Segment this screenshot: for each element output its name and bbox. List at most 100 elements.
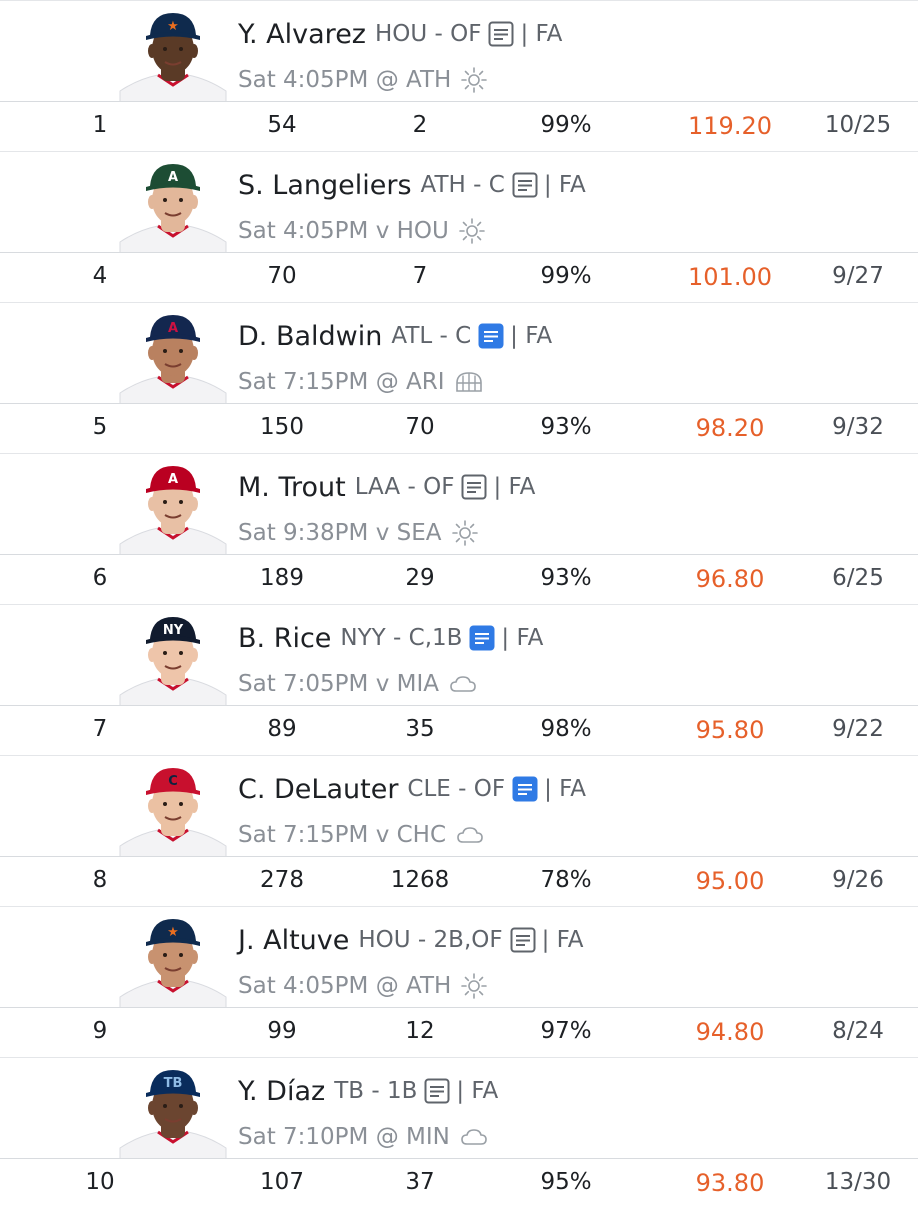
svg-text:A: A xyxy=(168,321,178,336)
team-position: TB - 1B xyxy=(334,1078,418,1104)
game-info: Sat 7:15PM @ ARI xyxy=(238,365,484,399)
player-name[interactable]: M. Trout xyxy=(238,471,346,503)
stat-row: 6 189 29 93% 96.80 6/25 xyxy=(0,554,918,605)
team-position: ATL - C xyxy=(391,323,472,349)
sun-icon xyxy=(451,519,479,547)
game-info: Sat 7:15PM v CHC xyxy=(238,818,485,852)
player-name[interactable]: Y. Alvarez xyxy=(238,18,366,50)
dome-icon xyxy=(454,369,484,395)
stat-value-1: 107 xyxy=(260,1169,304,1195)
player-headshot[interactable]: C xyxy=(118,764,228,857)
fantasy-points: 93.80 xyxy=(695,1169,765,1197)
stat-value-2: 37 xyxy=(405,1169,435,1195)
player-name-line: C. DeLauter CLE - OF | FA xyxy=(238,771,586,807)
player-headshot[interactable]: TB xyxy=(118,1066,228,1159)
game-info: Sat 7:10PM @ MIN xyxy=(238,1120,489,1154)
availability-status: | FA xyxy=(501,625,544,651)
note-icon[interactable] xyxy=(478,323,504,349)
fantasy-points: 95.00 xyxy=(695,867,765,895)
player-name[interactable]: B. Rice xyxy=(238,622,332,654)
stat-row: 5 150 70 93% 98.20 9/32 xyxy=(0,403,918,454)
player-card[interactable]: ★ Y. Alvarez HOU - OF | FA xyxy=(0,0,918,151)
player-name[interactable]: J. Altuve xyxy=(238,924,350,956)
cloud-icon xyxy=(459,1125,489,1149)
svg-text:TB: TB xyxy=(164,1076,183,1091)
game-info: Sat 7:05PM v MIA xyxy=(238,667,478,701)
player-card[interactable]: A M. Trout LAA - OF | FA xyxy=(0,453,918,604)
note-icon[interactable] xyxy=(512,776,538,802)
game-info: Sat 4:05PM @ ATH xyxy=(238,63,488,97)
player-name-line: M. Trout LAA - OF | FA xyxy=(238,469,535,505)
stat-row: 7 89 35 98% 95.80 9/22 xyxy=(0,705,918,756)
stat-value-1: 150 xyxy=(260,414,304,440)
rostered-percent: 97% xyxy=(540,1018,592,1044)
availability-status: | FA xyxy=(456,1078,499,1104)
team-position: ATH - C xyxy=(420,172,505,198)
stat-value-1: 89 xyxy=(267,716,297,742)
sun-icon xyxy=(460,66,488,94)
player-info-row: TB Y. Díaz TB - 1B | FA xyxy=(0,1057,918,1159)
team-position: NYY - C,1B xyxy=(340,625,463,651)
player-name-line: S. Langeliers ATH - C | FA xyxy=(238,167,586,203)
rank-value: 10 xyxy=(85,1169,115,1195)
svg-text:★: ★ xyxy=(167,19,179,34)
svg-text:NY: NY xyxy=(163,623,184,638)
rank-value: 6 xyxy=(92,565,108,591)
availability-status: | FA xyxy=(493,474,536,500)
availability-status: | FA xyxy=(543,172,586,198)
availability-status: | FA xyxy=(520,21,563,47)
cloud-icon xyxy=(448,672,478,696)
rank-value: 4 xyxy=(92,263,108,289)
stat-value-1: 189 xyxy=(260,565,304,591)
ratio-value: 9/27 xyxy=(832,263,884,289)
ratio-value: 6/25 xyxy=(832,565,884,591)
team-position: LAA - OF xyxy=(354,474,455,500)
note-icon[interactable] xyxy=(461,474,487,500)
cloud-icon xyxy=(455,823,485,847)
fantasy-points: 94.80 xyxy=(695,1018,765,1046)
note-icon[interactable] xyxy=(469,625,495,651)
team-position: HOU - OF xyxy=(374,21,482,47)
rank-value: 5 xyxy=(92,414,108,440)
player-headshot[interactable]: ★ xyxy=(118,9,228,102)
player-card[interactable]: A D. Baldwin ATL - C | FA xyxy=(0,302,918,453)
stat-row: 10 107 37 95% 93.80 13/30 xyxy=(0,1158,918,1209)
player-headshot[interactable]: A xyxy=(118,462,228,555)
player-name[interactable]: D. Baldwin xyxy=(238,320,383,352)
game-time-opponent: Sat 7:05PM v MIA xyxy=(238,671,439,697)
player-headshot[interactable]: ★ xyxy=(118,915,228,1008)
note-icon[interactable] xyxy=(488,21,514,47)
player-card[interactable]: TB Y. Díaz TB - 1B | FA xyxy=(0,1057,918,1208)
player-name[interactable]: Y. Díaz xyxy=(238,1075,326,1107)
stat-value-1: 70 xyxy=(267,263,297,289)
fantasy-points: 98.20 xyxy=(695,414,765,442)
stat-value-2: 12 xyxy=(405,1018,435,1044)
availability-status: | FA xyxy=(541,927,584,953)
player-headshot[interactable]: A xyxy=(118,160,228,253)
player-headshot[interactable]: A xyxy=(118,311,228,404)
note-icon[interactable] xyxy=(510,927,536,953)
player-card[interactable]: NY B. Rice NYY - C,1B | FA xyxy=(0,604,918,755)
rostered-percent: 78% xyxy=(540,867,592,893)
player-info-row: A M. Trout LAA - OF | FA xyxy=(0,453,918,555)
availability-status: | FA xyxy=(510,323,553,349)
stat-value-2: 29 xyxy=(405,565,435,591)
svg-text:A: A xyxy=(168,472,178,487)
player-name[interactable]: S. Langeliers xyxy=(238,169,412,201)
player-name-line: D. Baldwin ATL - C | FA xyxy=(238,318,552,354)
note-icon[interactable] xyxy=(512,172,538,198)
note-icon[interactable] xyxy=(424,1078,450,1104)
game-info: Sat 9:38PM v SEA xyxy=(238,516,479,550)
rank-value: 9 xyxy=(92,1018,108,1044)
player-card[interactable]: A S. Langeliers ATH - C | FA xyxy=(0,151,918,302)
game-time-opponent: Sat 7:10PM @ MIN xyxy=(238,1124,450,1150)
availability-status: | FA xyxy=(544,776,587,802)
player-name[interactable]: C. DeLauter xyxy=(238,773,399,805)
player-card[interactable]: C C. DeLauter CLE - OF | FA xyxy=(0,755,918,906)
rank-value: 1 xyxy=(92,112,108,138)
player-headshot[interactable]: NY xyxy=(118,613,228,706)
stat-value-2: 7 xyxy=(412,263,428,289)
team-position: CLE - OF xyxy=(407,776,506,802)
svg-text:C: C xyxy=(168,774,178,789)
player-card[interactable]: ★ J. Altuve HOU - 2B,OF | FA xyxy=(0,906,918,1057)
